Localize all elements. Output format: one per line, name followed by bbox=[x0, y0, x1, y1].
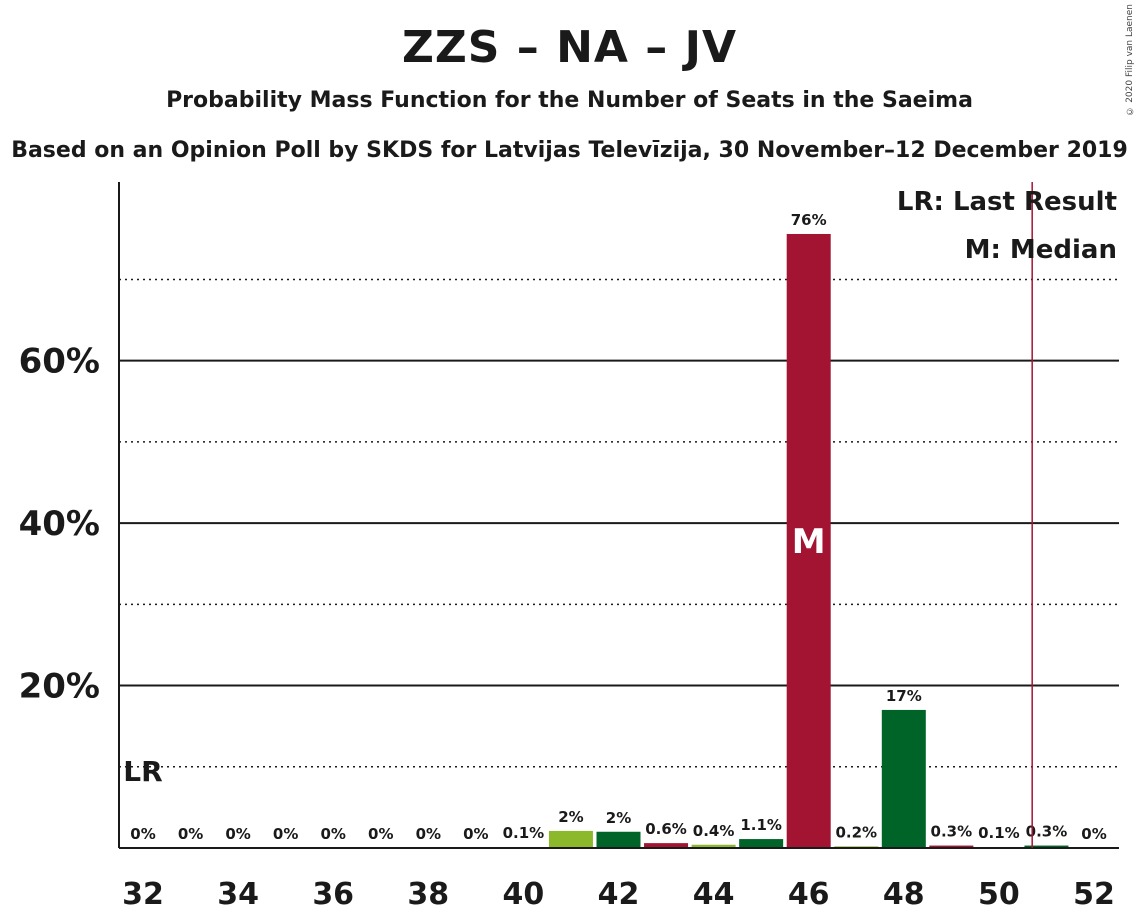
chart-source-subtitle: Based on an Opinion Poll by SKDS for Lat… bbox=[11, 138, 1128, 163]
value-label-43: 0.6% bbox=[645, 820, 687, 838]
value-label-49: 0.3% bbox=[931, 823, 973, 841]
x-tick-label-50: 50 bbox=[978, 877, 1020, 912]
grid-lines bbox=[119, 278, 1119, 768]
value-label-33: 0% bbox=[178, 825, 203, 843]
bar-49 bbox=[929, 845, 974, 848]
value-label-32: 0% bbox=[130, 825, 155, 843]
x-tick-label-38: 38 bbox=[407, 877, 449, 912]
median-marker: M bbox=[792, 522, 826, 562]
bar-44 bbox=[691, 844, 736, 848]
value-label-39: 0% bbox=[463, 825, 488, 843]
chart-subtitle: Probability Mass Function for the Number… bbox=[166, 88, 973, 113]
value-label-35: 0% bbox=[273, 825, 298, 843]
x-tick-label-52: 52 bbox=[1073, 877, 1115, 912]
value-label-47: 0.2% bbox=[835, 823, 877, 841]
bar-48 bbox=[881, 709, 926, 848]
x-tick-label-40: 40 bbox=[503, 877, 545, 912]
value-labels: 0% 0% 0% 0% 0% 0% 0% 0% 0.1% 2% 2% 0.6% 0.4% 1.1% 76% 0… bbox=[130, 211, 1106, 843]
legend-entry-0: LR: Last Result bbox=[897, 187, 1117, 217]
chart-title: ZZS – NA – JV bbox=[401, 22, 738, 73]
bar-51 bbox=[1024, 845, 1069, 848]
value-label-42: 2% bbox=[606, 809, 631, 827]
legend-entry-1: M: Median bbox=[965, 235, 1117, 265]
bar-42 bbox=[596, 831, 641, 848]
markers: LR M bbox=[123, 182, 1033, 848]
x-tick-labels: 32 34 36 38 40 42 44 46 48 50 52 bbox=[122, 877, 1115, 912]
value-label-34: 0% bbox=[225, 825, 250, 843]
y-tick-labels: 20% 40% 60% bbox=[19, 342, 100, 707]
y-tick-label-20: 20% bbox=[19, 667, 100, 707]
value-label-46: 76% bbox=[791, 211, 827, 229]
y-tick-label-60: 60% bbox=[19, 342, 100, 382]
value-label-52: 0% bbox=[1081, 825, 1106, 843]
x-tick-label-46: 46 bbox=[788, 877, 830, 912]
value-label-48: 17% bbox=[886, 687, 922, 705]
value-label-38: 0% bbox=[416, 825, 441, 843]
last-result-marker: LR bbox=[123, 755, 162, 788]
x-tick-label-42: 42 bbox=[598, 877, 640, 912]
bar-41 bbox=[548, 830, 593, 848]
legend: LR: Last Result M: Median bbox=[897, 187, 1117, 265]
value-label-44: 0.4% bbox=[693, 822, 735, 840]
value-label-40: 0.1% bbox=[503, 824, 545, 842]
x-tick-label-48: 48 bbox=[883, 877, 925, 912]
value-label-51: 0.3% bbox=[1026, 823, 1068, 841]
x-tick-label-34: 34 bbox=[217, 877, 259, 912]
value-label-41: 2% bbox=[558, 808, 583, 826]
value-label-36: 0% bbox=[320, 825, 345, 843]
x-tick-label-32: 32 bbox=[122, 877, 164, 912]
x-tick-label-36: 36 bbox=[312, 877, 354, 912]
bar-46 bbox=[786, 233, 831, 849]
y-tick-label-40: 40% bbox=[19, 504, 100, 544]
bar-45 bbox=[739, 839, 784, 848]
value-label-50: 0.1% bbox=[978, 824, 1020, 842]
bar-43 bbox=[644, 843, 689, 848]
x-tick-label-44: 44 bbox=[693, 877, 735, 912]
value-label-37: 0% bbox=[368, 825, 393, 843]
value-label-45: 1.1% bbox=[740, 816, 782, 834]
bars bbox=[501, 233, 1069, 849]
